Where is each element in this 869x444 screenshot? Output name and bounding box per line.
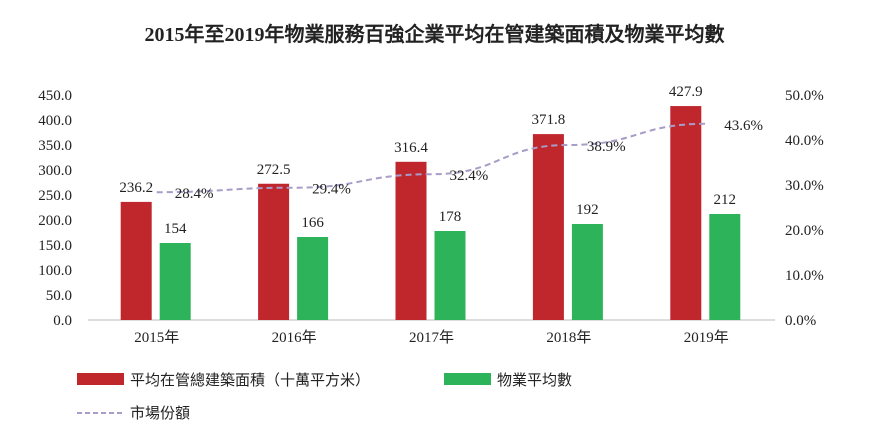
legend-swatch-count xyxy=(444,373,491,385)
x-tick-label: 2019年 xyxy=(684,329,729,346)
market-share-line xyxy=(156,122,707,194)
y-tick-label: 50.0 xyxy=(46,288,72,304)
bar-data-label: 212 xyxy=(714,192,737,208)
y-tick-label: 150.0 xyxy=(38,238,72,254)
y2-tick-label: 50.0% xyxy=(785,88,824,104)
y-tick-label: 450.0 xyxy=(38,88,72,104)
legend-label-area: 平均在管總建築面積（十萬平方米） xyxy=(130,371,370,389)
x-tick-label: 2015年 xyxy=(134,329,179,346)
line-data-label: 38.9% xyxy=(587,139,626,155)
legend-label-share: 市場份額 xyxy=(130,405,190,422)
y-tick-label: 200.0 xyxy=(38,213,72,229)
bar-data-label: 236.2 xyxy=(119,180,153,196)
bar-data-label: 192 xyxy=(576,202,599,218)
bar-count xyxy=(709,214,741,320)
line-data-label: 29.4% xyxy=(312,182,351,198)
line-data-label: 43.6% xyxy=(724,118,763,134)
legend-label-count: 物業平均數 xyxy=(497,372,572,389)
y-tick-label: 0.0 xyxy=(53,313,72,329)
bar-data-label: 272.5 xyxy=(257,162,291,178)
bar-data-label: 371.8 xyxy=(532,112,566,128)
y-tick-label: 350.0 xyxy=(38,138,72,154)
y-tick-label: 250.0 xyxy=(38,188,72,204)
y-tick-label: 100.0 xyxy=(38,263,72,279)
bar-area xyxy=(258,183,290,320)
chart-title: 2015年至2019年物業服務百強企業平均在管建築面積及物業平均數 xyxy=(144,24,725,46)
bar-area xyxy=(395,161,427,320)
bar-count xyxy=(297,237,329,320)
line-data-label: 28.4% xyxy=(175,186,214,202)
x-tick-label: 2017年 xyxy=(409,329,454,346)
bar-data-label: 316.4 xyxy=(394,140,428,156)
bar-data-label: 166 xyxy=(301,215,324,231)
y2-tick-label: 0.0% xyxy=(785,313,816,329)
y-tick-label: 300.0 xyxy=(38,163,72,179)
bar-area xyxy=(532,134,564,320)
y2-tick-label: 10.0% xyxy=(785,268,824,284)
bar-count xyxy=(159,243,191,320)
line-data-label: 32.4% xyxy=(450,168,489,184)
bar-data-label: 154 xyxy=(164,221,187,237)
x-tick-label: 2018年 xyxy=(546,329,591,346)
bar-data-label: 178 xyxy=(439,209,462,225)
y2-tick-label: 30.0% xyxy=(785,178,824,194)
bar-count xyxy=(571,224,603,320)
x-tick-label: 2016年 xyxy=(272,329,317,346)
y2-tick-label: 20.0% xyxy=(785,223,824,239)
bar-area xyxy=(670,106,702,320)
bar-count xyxy=(434,231,466,320)
bar-area xyxy=(120,201,152,320)
y2-tick-label: 40.0% xyxy=(785,133,824,149)
bar-data-label: 427.9 xyxy=(669,84,703,100)
y-tick-label: 400.0 xyxy=(38,113,72,129)
legend-swatch-area xyxy=(77,373,124,385)
